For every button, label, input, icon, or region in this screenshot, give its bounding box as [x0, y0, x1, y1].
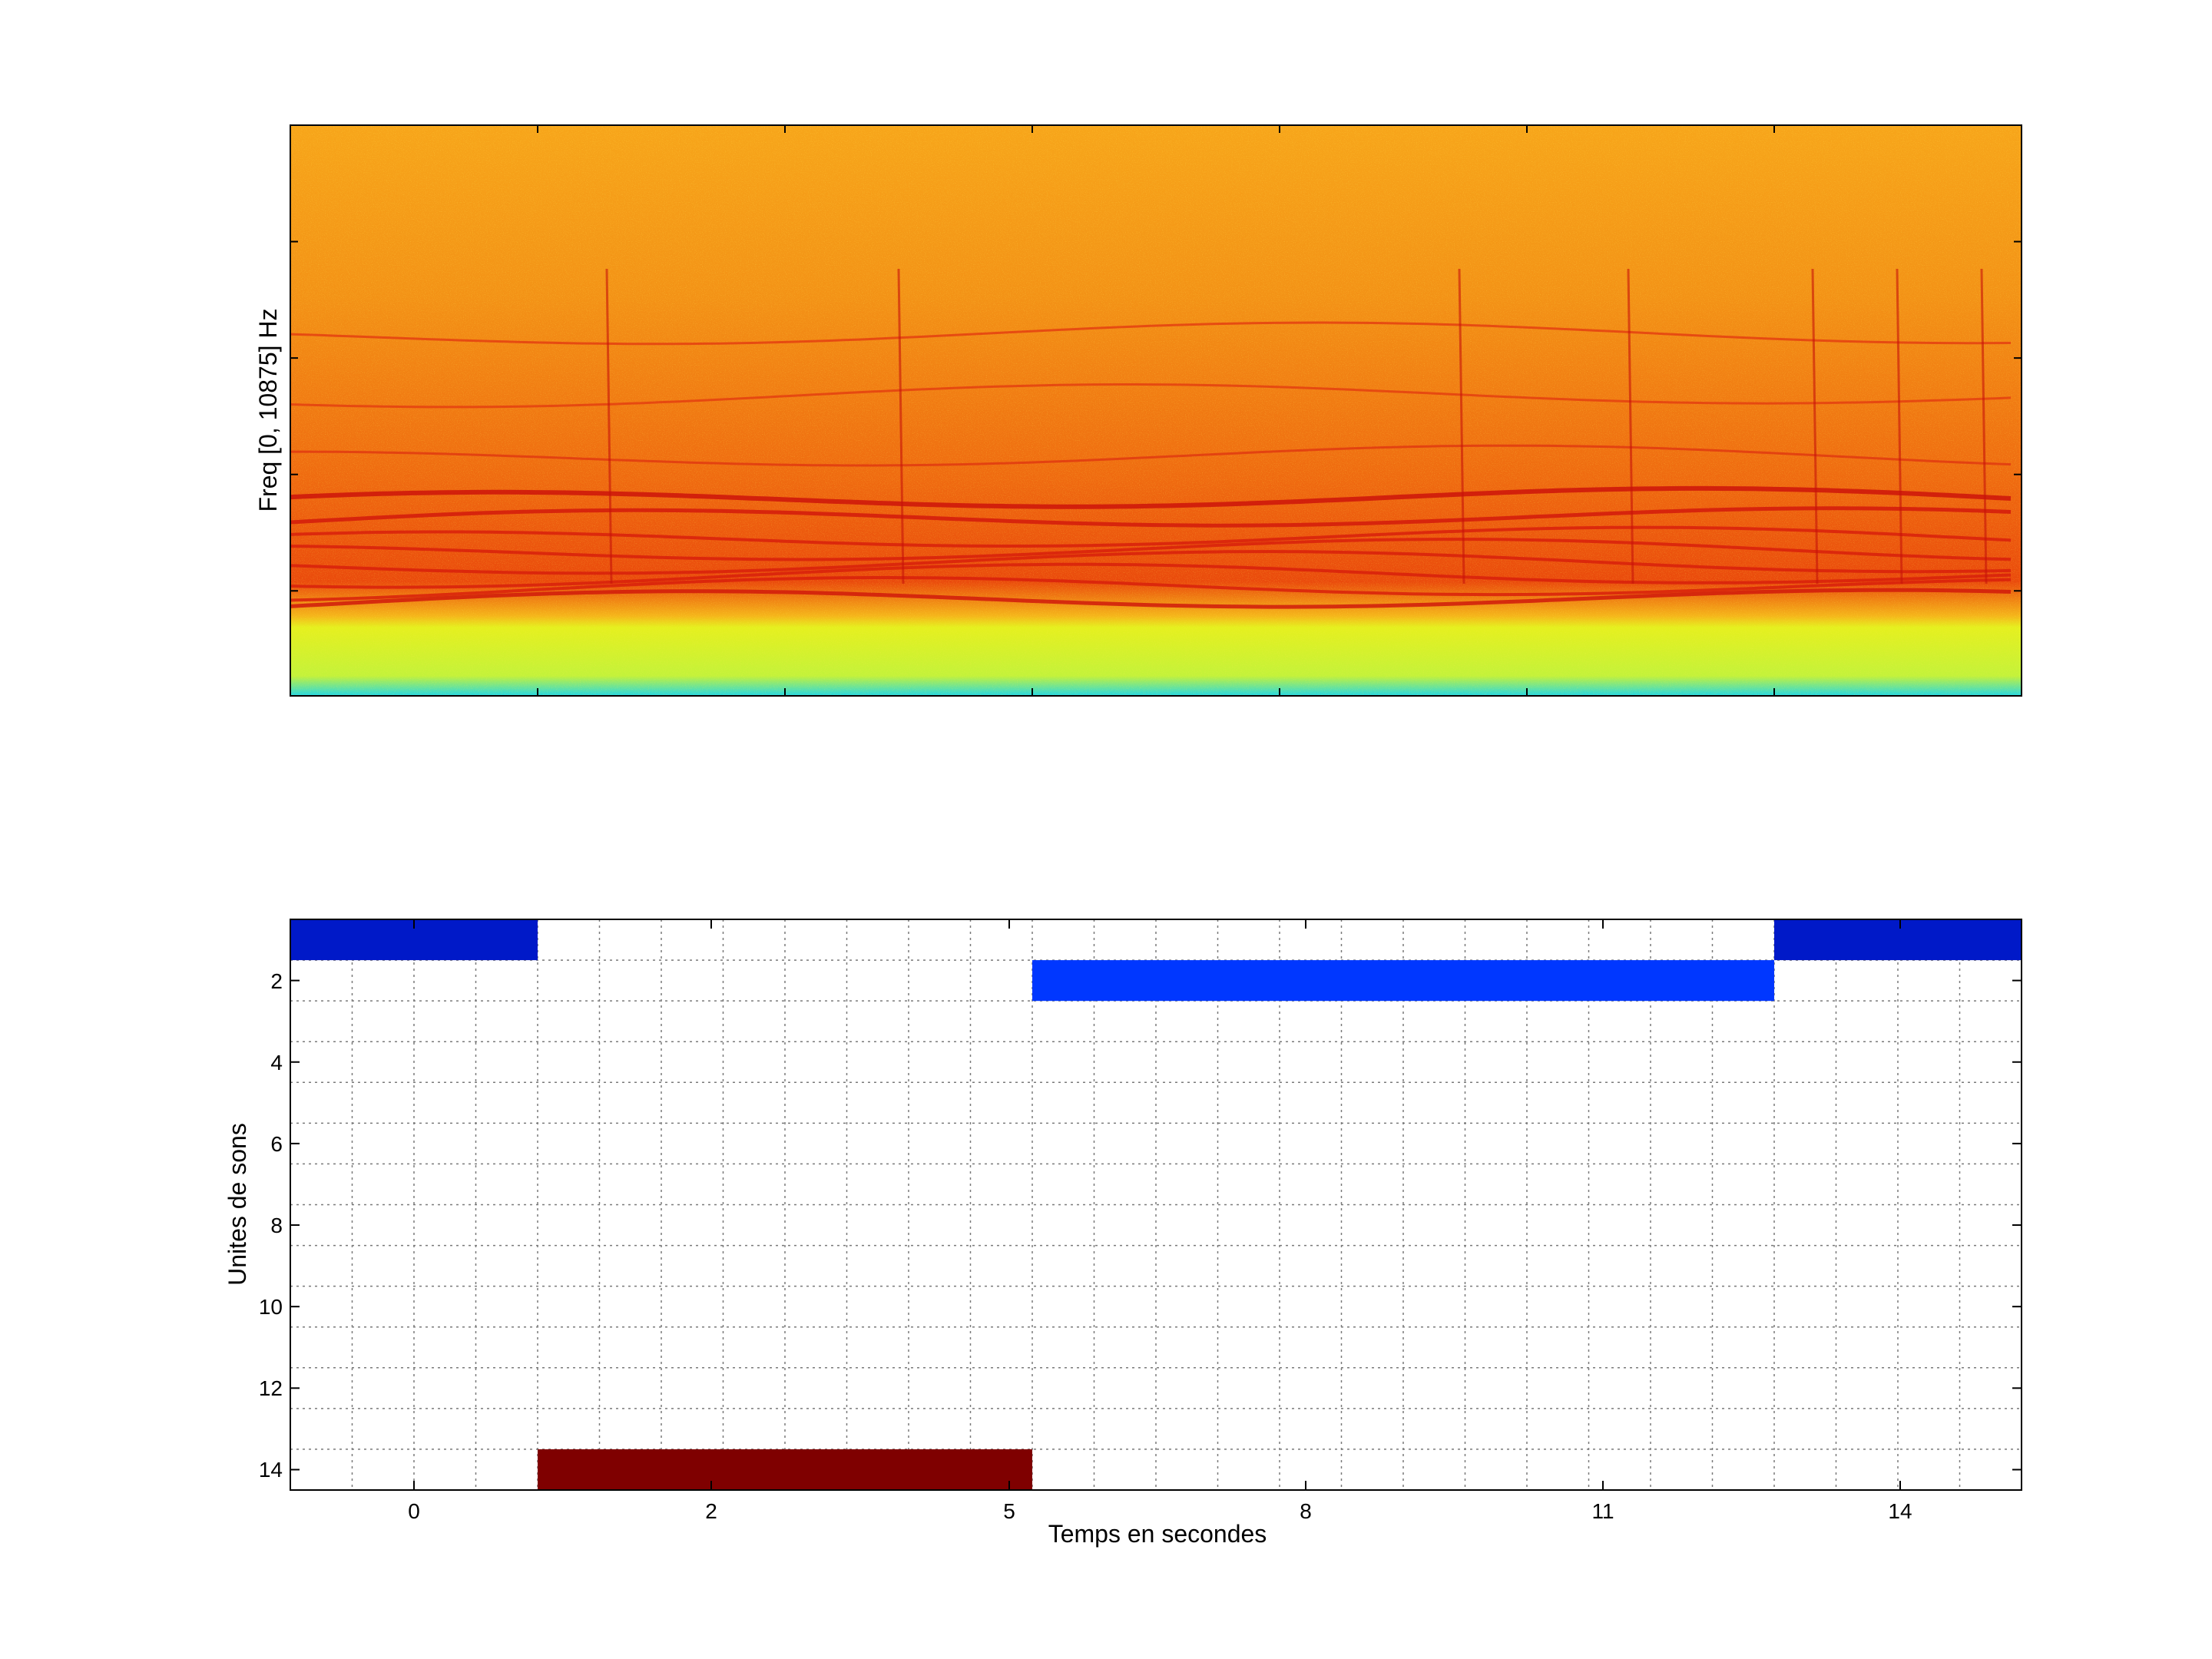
spectrogram-panel: Freq [0, 10875] Hz	[254, 124, 2022, 697]
transient-streak	[1980, 268, 1988, 584]
unit-segment	[1774, 919, 2022, 961]
harmonic-band	[290, 485, 2012, 509]
timeline-xlabel: Temps en secondes	[1048, 1520, 1267, 1548]
harmonic-band	[290, 576, 2012, 602]
transient-streak	[1627, 268, 1634, 584]
spectrogram-frame	[290, 124, 2022, 697]
transient-streak	[1811, 268, 1819, 584]
timeline-frame	[290, 919, 2022, 1491]
x-tick-label: 14	[1888, 1499, 1912, 1523]
y-tick-label: 8	[270, 1214, 283, 1237]
y-tick-label: 6	[270, 1132, 283, 1156]
transient-streak	[605, 268, 613, 584]
timeline-plot-area	[290, 919, 2022, 1490]
harmonic-band	[290, 588, 2012, 609]
transient-streak	[897, 268, 905, 584]
y-tick-label: 4	[270, 1051, 283, 1075]
x-tick-label: 0	[408, 1499, 420, 1523]
y-tick-label: 2	[270, 969, 283, 993]
timeline-ylabel: Unites de sons	[224, 1123, 251, 1286]
harmonic-band	[290, 506, 2012, 528]
unit-segment	[538, 1449, 1032, 1490]
x-tick-label: 2	[705, 1499, 717, 1523]
y-tick-label: 14	[259, 1458, 283, 1482]
transient-streak	[1896, 268, 1903, 584]
harmonic-band	[290, 383, 2012, 409]
y-tick-label: 10	[259, 1295, 283, 1319]
harmonic-band	[290, 444, 2012, 467]
harmonic-band	[290, 321, 2012, 346]
harmonic-band	[290, 562, 2012, 589]
harmonic-band	[290, 538, 2012, 561]
spectrogram-grain	[290, 125, 2022, 696]
x-tick-label: 11	[1591, 1499, 1614, 1523]
x-tick-label: 8	[1300, 1499, 1312, 1523]
spectrogram-harmonics	[290, 268, 2012, 609]
harmonic-band	[290, 525, 2012, 548]
x-tick-label: 5	[1003, 1499, 1015, 1523]
transient-streak	[1458, 268, 1465, 584]
spectrogram-ylabel: Freq [0, 10875] Hz	[254, 308, 282, 512]
y-tick-label: 12	[259, 1376, 283, 1400]
unit-segment	[1032, 960, 1774, 1002]
timeline-segments	[290, 919, 2022, 1490]
timeline-panel: 0 2 5 8 11 14 2 4 6 8 10 12 14 Temps en …	[224, 919, 2022, 1548]
timeline-ticks	[290, 919, 2022, 1490]
harmonic-band	[290, 550, 2012, 575]
spectrogram-ticks	[290, 125, 2022, 696]
